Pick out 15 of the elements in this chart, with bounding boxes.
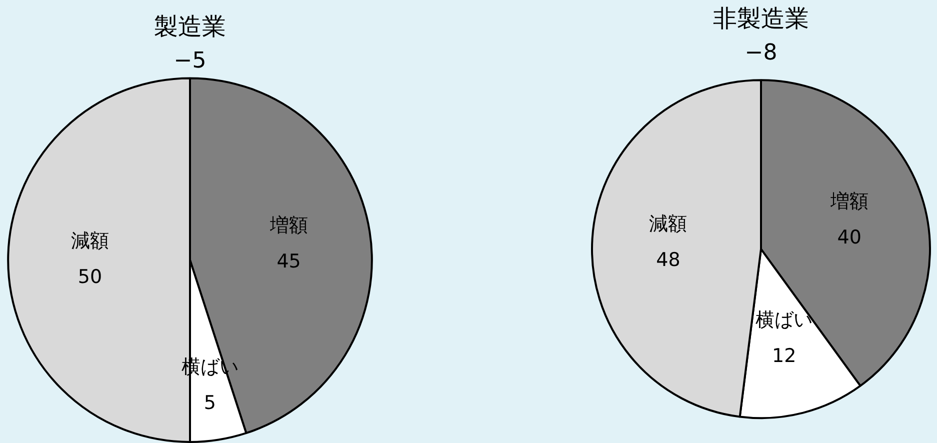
chart-title: 製造業	[154, 12, 226, 41]
slice-label: 横ばい	[756, 309, 813, 332]
data-label: 50	[78, 266, 102, 288]
data-label: 40	[837, 226, 862, 248]
data-label: 45	[276, 250, 301, 272]
data-label: 48	[656, 249, 680, 272]
chart-title: 非製造業	[713, 4, 809, 33]
slice-label: 増額	[268, 214, 308, 236]
slice-label: 増額	[829, 190, 868, 212]
slice-label: 減額	[70, 230, 109, 252]
slice-label: 減額	[649, 213, 688, 236]
data-label: 12	[772, 345, 796, 368]
chart-subtitle: −8	[744, 40, 778, 66]
data-label: 5	[204, 392, 216, 414]
chart-subtitle: −5	[174, 48, 206, 74]
